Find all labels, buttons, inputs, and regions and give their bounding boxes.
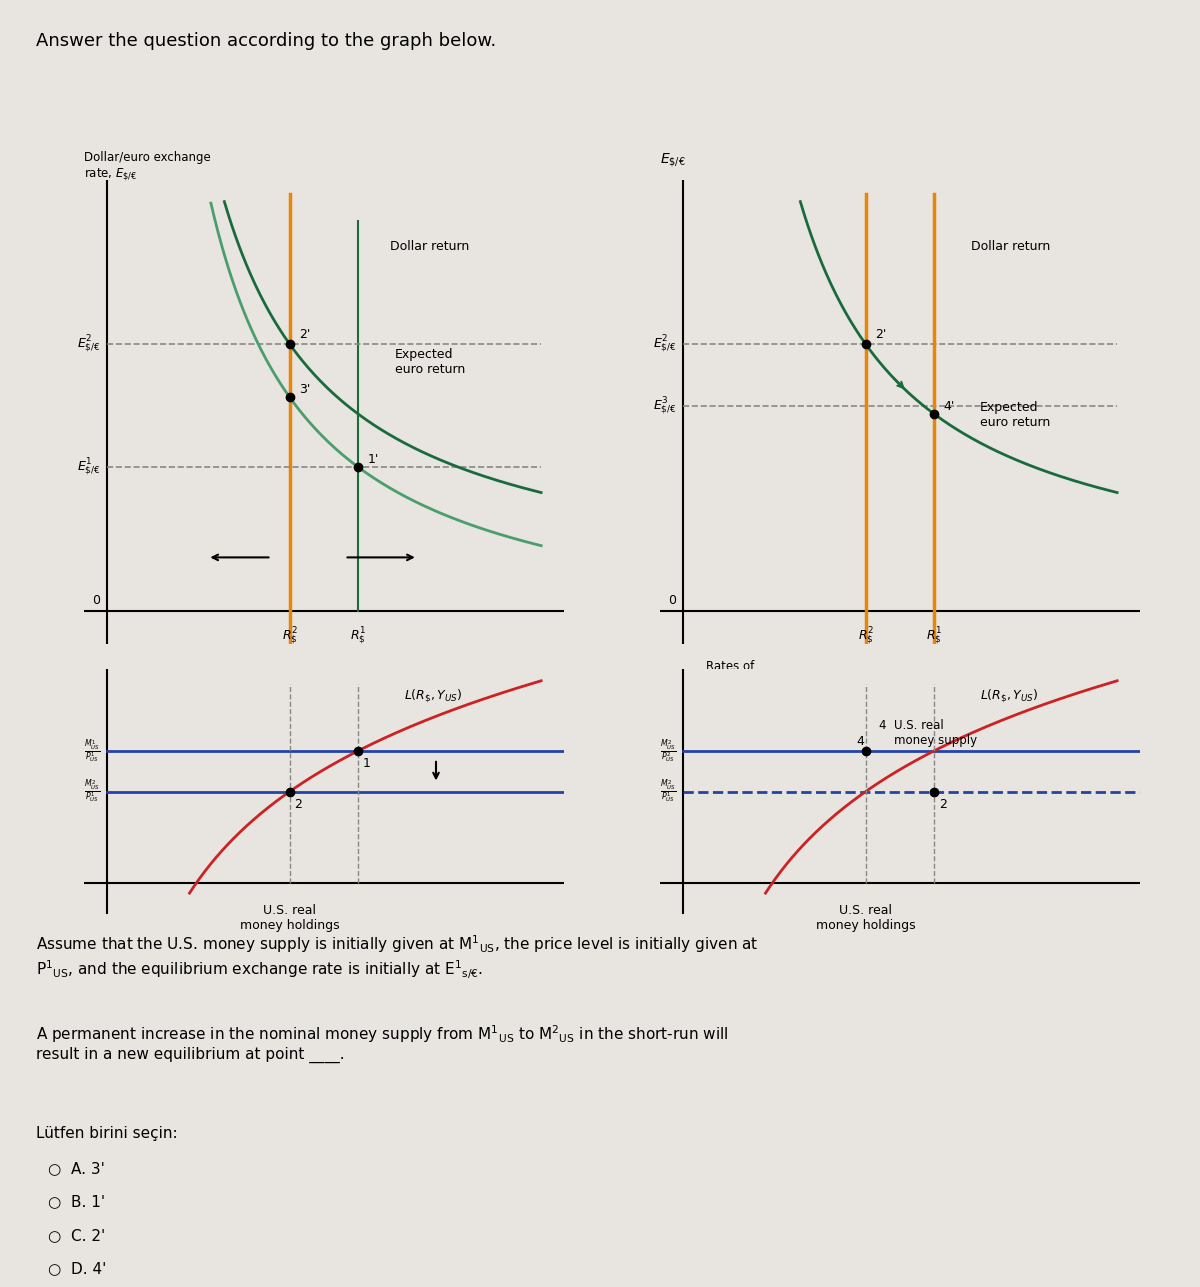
Text: 2: 2 <box>294 798 302 811</box>
Text: $R^2_\$$: $R^2_\$$ <box>282 625 298 647</box>
Text: 2': 2' <box>299 328 311 341</box>
Text: $E^2_{\$/€}$: $E^2_{\$/€}$ <box>653 333 676 355</box>
Text: Expected
euro return: Expected euro return <box>980 402 1050 429</box>
Text: Dollar return: Dollar return <box>971 239 1050 252</box>
Text: $R^1_\$$: $R^1_\$$ <box>350 625 366 647</box>
Text: 3': 3' <box>299 384 311 396</box>
Text: 0: 0 <box>92 593 100 606</box>
Text: $R^2_\$$: $R^2_\$$ <box>858 625 874 647</box>
Text: $\frac{M^2_{US}}{P^1_{US}}$: $\frac{M^2_{US}}{P^1_{US}}$ <box>660 779 676 804</box>
Text: $R^1_\$$: $R^1_\$$ <box>926 625 942 647</box>
Text: U.S. real
money holdings: U.S. real money holdings <box>240 903 340 932</box>
Text: ○  D. 4': ○ D. 4' <box>48 1261 107 1277</box>
Text: Rates of
return (in
dollar terms): Rates of return (in dollar terms) <box>706 660 782 703</box>
Text: $L(R_\$, Y_{US})$: $L(R_\$, Y_{US})$ <box>980 687 1039 705</box>
Text: $E_{\$/€}$: $E_{\$/€}$ <box>660 152 685 170</box>
Text: 4  U.S. real
    money supply: 4 U.S. real money supply <box>880 718 978 746</box>
Text: Expected
euro return: Expected euro return <box>395 347 466 376</box>
Text: 1': 1' <box>367 453 379 466</box>
Text: $L(R_\$, Y_{US})$: $L(R_\$, Y_{US})$ <box>404 687 463 705</box>
Text: ○  A. 3': ○ A. 3' <box>48 1161 104 1176</box>
Text: Assume that the U.S. money supply is initially given at M$^1$$_{\rm US}$, the pr: Assume that the U.S. money supply is ini… <box>36 933 758 981</box>
Text: Dollar return: Dollar return <box>390 239 469 252</box>
Text: $\frac{M^2_{US}}{P^1_{US}}$: $\frac{M^2_{US}}{P^1_{US}}$ <box>84 779 100 804</box>
Text: A permanent increase in the nominal money supply from M$^1$$_{\rm US}$ to M$^2$$: A permanent increase in the nominal mone… <box>36 1023 728 1063</box>
Text: 1: 1 <box>362 757 371 770</box>
Text: $E^3_{\$/€}$: $E^3_{\$/€}$ <box>653 395 676 417</box>
Text: ○  C. 2': ○ C. 2' <box>48 1228 106 1243</box>
Text: Answer the question according to the graph below.: Answer the question according to the gra… <box>36 32 497 50</box>
Text: 2': 2' <box>875 328 887 341</box>
Text: U.S. real
money holdings: U.S. real money holdings <box>816 903 916 932</box>
Text: 4': 4' <box>943 400 955 413</box>
Text: $\frac{M^1_{US}}{P^1_{US}}$: $\frac{M^1_{US}}{P^1_{US}}$ <box>84 737 100 763</box>
Text: $E^1_{\$/€}$: $E^1_{\$/€}$ <box>77 457 100 479</box>
Text: 2: 2 <box>938 798 947 811</box>
Text: Dollar/euro exchange
rate, $E_{\$/€}$: Dollar/euro exchange rate, $E_{\$/€}$ <box>84 152 211 184</box>
Text: $\frac{M^2_{US}}{P^2_{US}}$: $\frac{M^2_{US}}{P^2_{US}}$ <box>660 737 676 763</box>
Text: Lütfen birini seçin:: Lütfen birini seçin: <box>36 1126 178 1142</box>
Text: ○  B. 1': ○ B. 1' <box>48 1194 106 1210</box>
Text: 0: 0 <box>668 593 676 606</box>
Text: $E^2_{\$/€}$: $E^2_{\$/€}$ <box>77 333 100 355</box>
Text: 4: 4 <box>857 735 864 748</box>
